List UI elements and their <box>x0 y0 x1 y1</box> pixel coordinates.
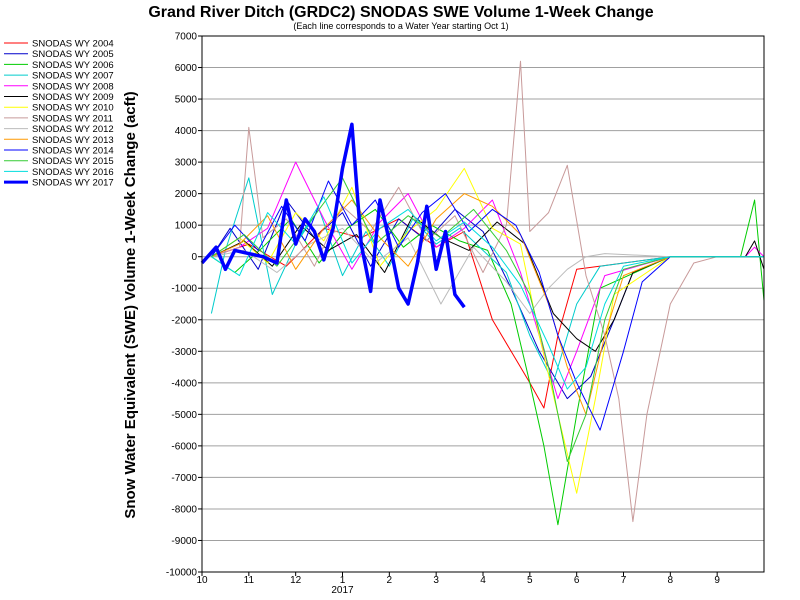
series-line-snodas-wy-2010 <box>211 167 764 494</box>
y-tick-label: -8000 <box>171 504 197 515</box>
chart-subtitle: (Each line corresponds to a Water Year s… <box>293 21 508 31</box>
series-line-snodas-wy-2014 <box>210 180 764 431</box>
x-tick-label: 2 <box>387 575 393 586</box>
series-line-snodas-wy-2004 <box>211 218 764 409</box>
y-tick-label: -7000 <box>171 473 197 484</box>
x-tick-label: 3 <box>433 575 439 586</box>
y-tick-label: -4000 <box>171 378 197 389</box>
x-tick-label: 4 <box>480 575 486 586</box>
legend-label: SNODAS WY 2016 <box>32 167 114 178</box>
legend-label: SNODAS WY 2009 <box>32 92 114 103</box>
y-tick-label: -3000 <box>171 347 197 358</box>
y-tick-label: -6000 <box>171 441 197 452</box>
series-layer <box>200 60 765 526</box>
tick-layer: 7000 6000 5000 4000 3000 2000 1000 0 -1000 -2000 -… <box>166 32 721 597</box>
chart-title: Grand River Ditch (GRDC2) SNODAS SWE Vol… <box>148 4 653 21</box>
legend-label: SNODAS WY 2006 <box>32 60 114 71</box>
legend-label: SNODAS WY 2012 <box>32 124 114 135</box>
legend-label: SNODAS WY 2005 <box>32 49 114 60</box>
y-tick-label: 0 <box>191 252 197 263</box>
series-line-snodas-wy-2008 <box>211 161 765 400</box>
series-line-snodas-wy-2012 <box>211 227 764 314</box>
x-tick-label: 9 <box>714 575 720 586</box>
y-tick-label: 4000 <box>175 126 198 137</box>
y-tick-label: 1000 <box>175 221 198 232</box>
plot-frame <box>201 35 765 573</box>
y-tick-label: 7000 <box>175 32 198 43</box>
x-tick-label: 1 <box>340 575 346 586</box>
x-tick-label: 11 <box>244 575 255 586</box>
series-line-snodas-wy-2017 <box>200 122 466 309</box>
y-tick-label: -10000 <box>166 568 198 579</box>
y-tick-label: -5000 <box>171 410 197 421</box>
legend-label: SNODAS WY 2010 <box>32 103 114 114</box>
x-tick-label: 5 <box>527 575 533 586</box>
x-tick-label: 12 <box>290 575 302 586</box>
x-tick-label: 6 <box>574 575 580 586</box>
legend-label: SNODAS WY 2014 <box>32 146 114 157</box>
series-line-snodas-wy-2007 <box>210 177 764 384</box>
x-tick-label: 10 <box>196 575 208 586</box>
y-axis-label: Snow Water Equivalent (SWE) Volume 1-Wee… <box>122 91 139 518</box>
legend-label: SNODAS WY 2007 <box>32 71 114 82</box>
series-line-snodas-wy-2006 <box>211 199 765 526</box>
x-tick-label: 7 <box>621 575 627 586</box>
legend-label: SNODAS WY 2004 <box>32 39 114 50</box>
legend-label: SNODAS WY 2011 <box>32 113 113 124</box>
x-year-label: 2017 <box>331 585 354 596</box>
legend-label: SNODAS WY 2013 <box>32 135 114 146</box>
y-tick-label: 2000 <box>175 189 198 200</box>
y-tick-label: -2000 <box>171 315 197 326</box>
grid <box>202 35 764 573</box>
y-tick-label: 6000 <box>175 63 198 74</box>
series-line-snodas-wy-2013 <box>211 193 764 415</box>
y-tick-label: 3000 <box>175 158 198 169</box>
y-tick-label: 5000 <box>175 95 198 106</box>
legend-label: SNODAS WY 2008 <box>32 81 114 92</box>
legend-label: SNODAS WY 2015 <box>32 156 114 167</box>
y-tick-label: -9000 <box>171 536 197 547</box>
legend-label: SNODAS WY 2017 <box>32 178 114 189</box>
x-tick-label: 8 <box>668 575 674 586</box>
y-tick-label: -1000 <box>171 284 197 295</box>
